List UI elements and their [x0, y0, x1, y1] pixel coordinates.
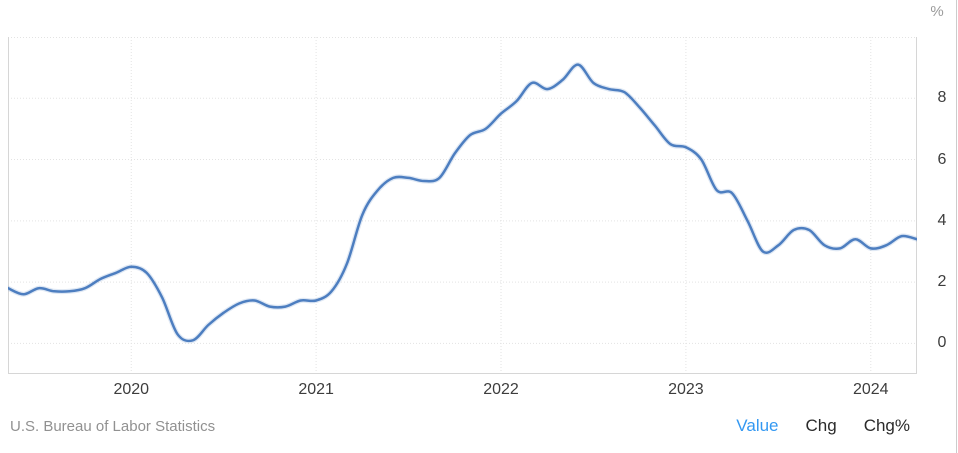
source-attribution: U.S. Bureau of Labor Statistics: [10, 418, 216, 435]
panel-right-divider: [956, 0, 957, 453]
x-tick-label: 2024: [852, 381, 889, 398]
y-tick-label: 0: [937, 334, 947, 352]
view-toggle-legend: Value Chg Chg%: [736, 416, 910, 436]
series-line: [8, 63, 917, 343]
y-tick-label: 2: [937, 273, 947, 291]
y-axis-unit-label: %: [930, 3, 944, 20]
x-tick-label: 2022: [483, 381, 519, 398]
y-tick-label: 8: [937, 89, 947, 107]
series-line-halo: [8, 62, 917, 344]
line-chart-svg[interactable]: [8, 37, 917, 374]
x-tick-label: 2023: [668, 381, 704, 398]
chart-plot-area[interactable]: [8, 37, 917, 374]
legend-item-chg[interactable]: Chg: [805, 416, 837, 435]
x-tick-label: 2020: [113, 381, 150, 398]
y-tick-label: 6: [937, 150, 947, 168]
x-tick-label: 2021: [298, 381, 334, 398]
legend-item-value[interactable]: Value: [736, 416, 779, 435]
legend-item-chg-pct[interactable]: Chg%: [863, 416, 910, 435]
y-tick-label: 4: [937, 211, 947, 229]
